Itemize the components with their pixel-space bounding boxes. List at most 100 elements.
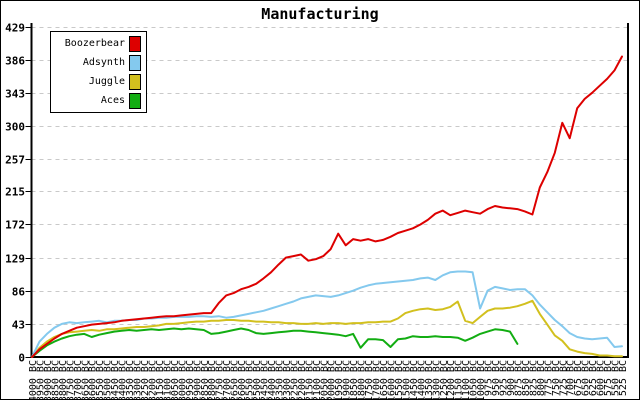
chart-title: Manufacturing bbox=[261, 5, 379, 23]
x-tick-label: 4000 BC bbox=[28, 360, 39, 400]
x-tick-label: 3450 BC bbox=[110, 360, 121, 400]
x-tick-label: 1700 BC bbox=[372, 360, 383, 400]
x-tick-label: 800 BC bbox=[536, 360, 547, 396]
y-tick-label: 300 bbox=[5, 121, 25, 134]
x-tick-label: 3100 BC bbox=[162, 360, 173, 400]
series-line-juggle bbox=[31, 299, 623, 358]
x-tick-label: 3200 BC bbox=[147, 360, 158, 400]
legend-item-adsynth: Adsynth bbox=[55, 54, 141, 71]
x-tick-label: 2750 BC bbox=[215, 360, 226, 400]
x-tick-label: 750 BC bbox=[551, 360, 562, 396]
x-tick-label: 2150 BC bbox=[304, 360, 315, 400]
legend-color-swatch bbox=[129, 73, 141, 90]
x-tick-label: 675 BC bbox=[573, 360, 584, 396]
x-tick-label: 3500 BC bbox=[103, 360, 114, 400]
legend-label: Boozerbear bbox=[64, 38, 125, 49]
x-tick-label: 3400 BC bbox=[118, 360, 129, 400]
x-tick-label: 2600 BC bbox=[237, 360, 248, 400]
x-tick-label: 3350 BC bbox=[125, 360, 136, 400]
x-tick-label: 650 BC bbox=[581, 360, 592, 396]
x-tick-label: 825 BC bbox=[528, 360, 539, 396]
x-tick-label: 2300 BC bbox=[282, 360, 293, 400]
x-tick-label: 1300 BC bbox=[431, 360, 442, 400]
x-tick-label: 950 BC bbox=[491, 360, 502, 396]
x-tick-label: 1450 BC bbox=[409, 360, 420, 400]
legend-label: Juggle bbox=[88, 76, 125, 87]
legend-item-aces: Aces bbox=[55, 92, 141, 109]
x-tick-label: 2900 BC bbox=[192, 360, 203, 400]
x-tick-label: 925 BC bbox=[499, 360, 510, 396]
x-tick-label: 2800 BC bbox=[207, 360, 218, 400]
series-line-aces bbox=[31, 327, 519, 358]
x-tick-label: 3800 BC bbox=[58, 360, 69, 400]
x-tick-label: 3950 BC bbox=[35, 360, 46, 400]
x-tick-label: 1800 BC bbox=[357, 360, 368, 400]
y-tick-label: 0 bbox=[18, 352, 25, 365]
legend-color-swatch bbox=[129, 92, 141, 109]
x-tick-label: 775 BC bbox=[543, 360, 554, 396]
x-tick-label: 1100 BC bbox=[461, 360, 472, 400]
x-tick-label: 625 BC bbox=[588, 360, 599, 396]
x-tick-label: 1250 BC bbox=[439, 360, 450, 400]
y-tick-label: 43 bbox=[12, 319, 25, 332]
x-tick-label: 1650 BC bbox=[379, 360, 390, 400]
y-tick-label: 129 bbox=[5, 253, 25, 266]
legend-color-swatch bbox=[129, 35, 141, 52]
series-line-adsynth bbox=[31, 270, 623, 358]
x-tick-label: 1950 BC bbox=[334, 360, 345, 400]
x-tick-label: 575 BC bbox=[603, 360, 614, 396]
x-tick-label: 2850 BC bbox=[200, 360, 211, 400]
x-tick-label: 1400 BC bbox=[416, 360, 427, 400]
x-tick-label: 1050 BC bbox=[469, 360, 480, 400]
y-tick-label: 86 bbox=[12, 286, 26, 299]
x-tick-label: 2200 BC bbox=[297, 360, 308, 400]
x-tick-label: 1900 BC bbox=[342, 360, 353, 400]
x-tick-label: 3600 BC bbox=[88, 360, 99, 400]
x-tick-label: 1350 BC bbox=[424, 360, 435, 400]
x-tick-label: 900 BC bbox=[506, 360, 517, 396]
y-tick-label: 257 bbox=[5, 154, 25, 167]
y-tick-label: 215 bbox=[5, 186, 25, 199]
x-tick-label: 1550 BC bbox=[394, 360, 405, 400]
x-tick-label: 2500 BC bbox=[252, 360, 263, 400]
x-tick-label: 3150 BC bbox=[155, 360, 166, 400]
x-tick-label: 2550 BC bbox=[245, 360, 256, 400]
legend-label: Adsynth bbox=[82, 57, 125, 68]
y-tick-label: 386 bbox=[5, 55, 25, 68]
x-tick-label: 3650 BC bbox=[80, 360, 91, 400]
x-tick-label: 1200 BC bbox=[446, 360, 457, 400]
x-tick-label: 550 BC bbox=[611, 360, 622, 396]
x-tick-label: 1850 BC bbox=[349, 360, 360, 400]
x-tick-label: 2050 BC bbox=[319, 360, 330, 400]
x-tick-label: 725 BC bbox=[558, 360, 569, 396]
x-tick-label: 700 BC bbox=[566, 360, 577, 396]
x-tick-label: 1000 BC bbox=[476, 360, 487, 400]
x-tick-label: 2250 BC bbox=[289, 360, 300, 400]
x-tick-label: 3250 BC bbox=[140, 360, 151, 400]
series-line-boozerbear bbox=[31, 55, 623, 358]
x-tick-label: 3700 BC bbox=[73, 360, 84, 400]
y-tick-labels: 0 43 86 129 172 215 257 300 343 386 429 bbox=[5, 22, 25, 365]
x-tick-label: 3300 BC bbox=[133, 360, 144, 400]
y-tick-label: 429 bbox=[5, 22, 25, 35]
legend-item-boozerbear: Boozerbear bbox=[55, 35, 141, 52]
x-tick-label: 850 BC bbox=[521, 360, 532, 396]
x-tick-label: 3000 BC bbox=[177, 360, 188, 400]
x-tick-label: 1500 BC bbox=[401, 360, 412, 400]
axes bbox=[30, 23, 629, 358]
legend-item-juggle: Juggle bbox=[55, 73, 141, 90]
x-tick-label: 2650 BC bbox=[230, 360, 241, 400]
legend-label: Aces bbox=[100, 95, 125, 106]
y-tick-label: 172 bbox=[5, 219, 25, 232]
x-tick-label: 3900 BC bbox=[43, 360, 54, 400]
x-tick-label: 2400 BC bbox=[267, 360, 278, 400]
x-tick-label: 2450 BC bbox=[260, 360, 271, 400]
x-tick-label: 2000 BC bbox=[327, 360, 338, 400]
x-tick-label: 1750 BC bbox=[364, 360, 375, 400]
x-tick-label: 2700 BC bbox=[222, 360, 233, 400]
x-tick-label: 3550 BC bbox=[95, 360, 106, 400]
x-tick-label: 1600 BC bbox=[386, 360, 397, 400]
